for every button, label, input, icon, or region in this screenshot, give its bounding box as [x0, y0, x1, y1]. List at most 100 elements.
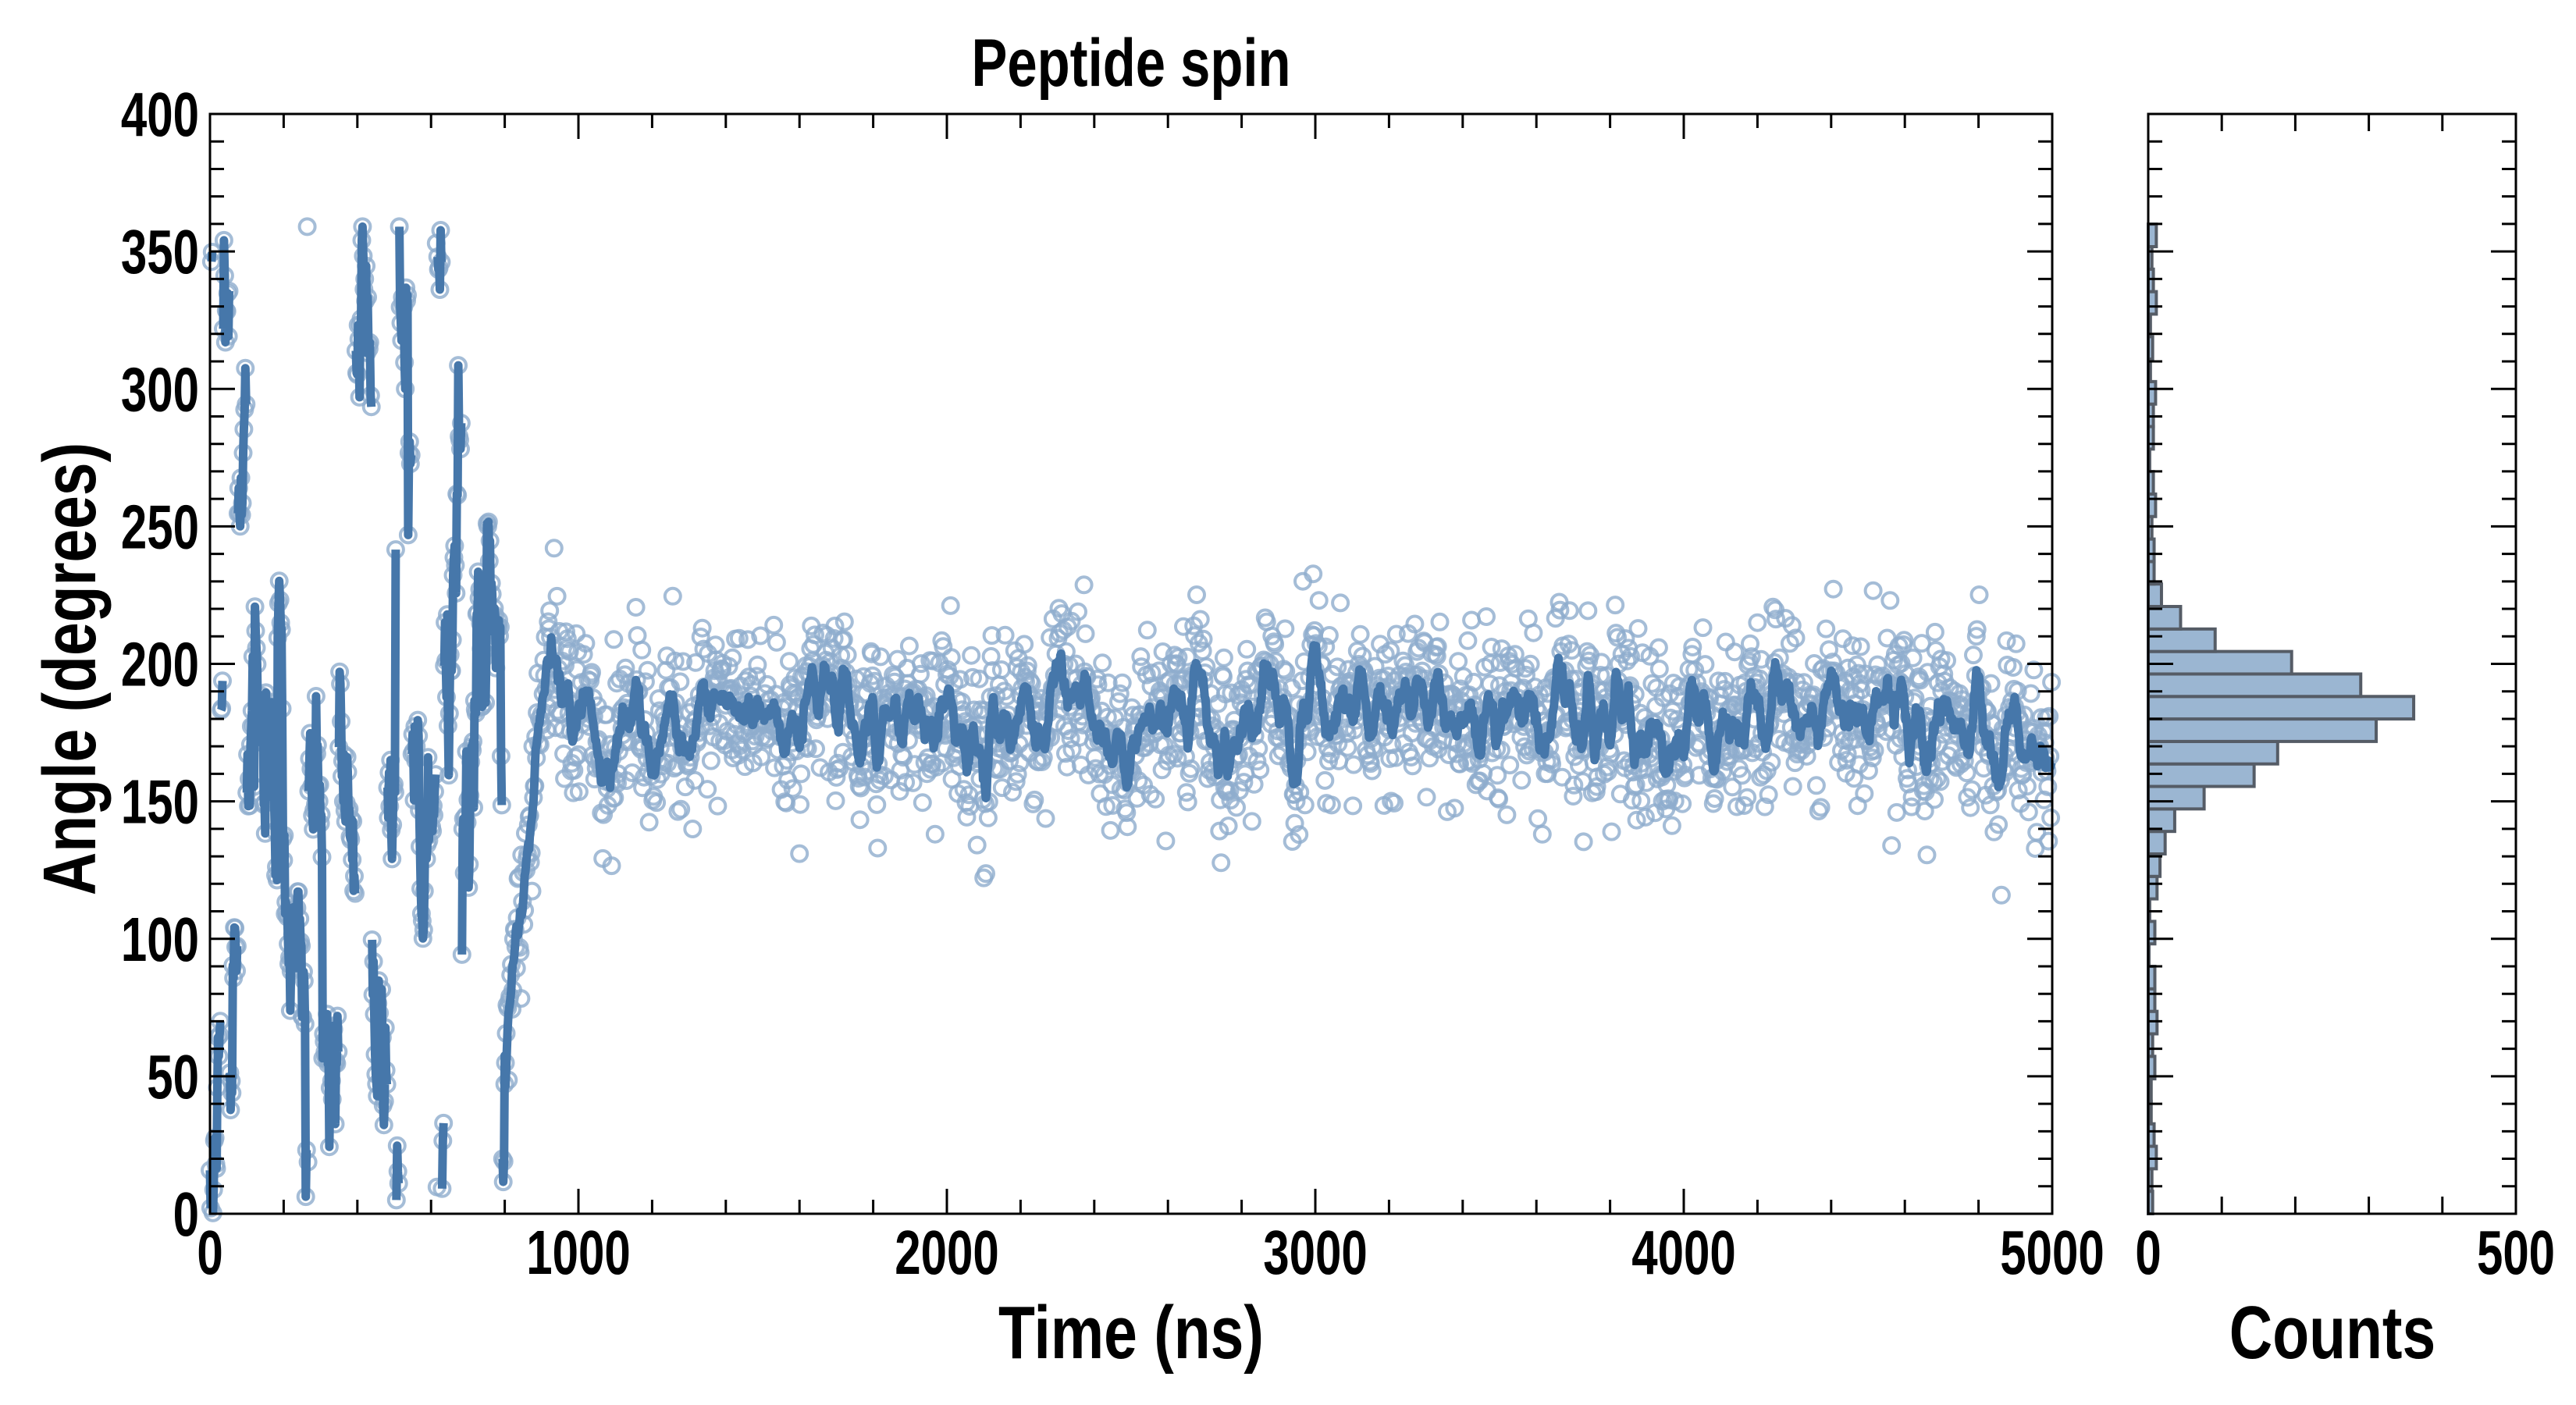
scatter-point [1237, 639, 1257, 659]
x-tick-label: 5000 [2000, 1218, 2104, 1287]
scatter-point [691, 628, 710, 646]
scatter-point [1512, 770, 1532, 790]
scatter-point [977, 864, 995, 884]
scatter-point [1500, 756, 1520, 775]
scatter-point [1574, 832, 1593, 852]
scatter-point [683, 820, 703, 838]
hist-x-axis-label: Counts [2229, 1291, 2435, 1375]
scatter-point [1964, 646, 1983, 665]
scatter-point [1074, 575, 1094, 595]
scatter-point [867, 795, 887, 814]
scatter-point [1276, 619, 1295, 638]
scatter-point [632, 640, 652, 660]
histogram-bar [2147, 1144, 2158, 1171]
x-tick-label: 2000 [895, 1218, 998, 1287]
scatter-point [834, 612, 854, 631]
histogram-bar [2147, 1009, 2159, 1036]
scatter-point [1344, 755, 1364, 774]
scatter-point [925, 824, 945, 844]
scatter-point [1309, 591, 1329, 610]
scatter-point [738, 630, 758, 649]
scatter-point [544, 539, 564, 558]
scatter-point [540, 601, 560, 621]
scatter-point [569, 782, 589, 802]
scatter-point [1242, 812, 1261, 831]
scatter-point [2006, 634, 2026, 653]
scatter-point [970, 669, 989, 688]
scatter-point [1214, 648, 1233, 667]
scatter-point [1961, 798, 1980, 817]
scatter-point [995, 625, 1015, 645]
scatter-point [1015, 635, 1034, 654]
chart-title: Peptide spin [972, 26, 1291, 101]
histogram-bar [2147, 762, 2256, 788]
histogram-bar [2147, 739, 2279, 766]
scatter-point [1076, 624, 1095, 643]
scatter-point [1462, 610, 1482, 630]
scatter-point [567, 624, 586, 643]
scatter-point [954, 780, 973, 799]
scatter-point [1662, 816, 1681, 835]
scatter-point [826, 791, 845, 810]
scatter-point [1882, 836, 1902, 855]
scatter-point [967, 835, 987, 855]
scatter-point [1783, 777, 1802, 796]
scatter-point [1649, 660, 1669, 678]
histogram-bar [2147, 627, 2217, 653]
scatter-point [911, 664, 930, 684]
scatter-point [912, 654, 930, 674]
scatter-point [1036, 809, 1055, 828]
x-tick-label: 0 [197, 1218, 222, 1287]
histogram-bar [2147, 784, 2206, 811]
scatter-point [2039, 831, 2058, 851]
scatter-point [576, 634, 596, 653]
scatter-point [1156, 831, 1176, 851]
x-tick-label: 1000 [526, 1218, 630, 1287]
scatter-point [725, 724, 745, 744]
scatter-point [1315, 770, 1335, 790]
y-tick-label: 150 [121, 767, 199, 836]
scatter-point [806, 625, 824, 645]
histogram-bar [2147, 874, 2159, 901]
scatter-point [729, 628, 749, 648]
histogram-bar [2147, 672, 2363, 699]
scatter-point [1101, 820, 1120, 840]
scatter-point [1725, 642, 1745, 662]
scatter-point [639, 813, 659, 832]
histogram-plot: 0 500 [2135, 112, 2555, 1287]
scatter-point [1693, 618, 1713, 638]
scatter-point [833, 742, 852, 762]
y-tick-label: 100 [121, 904, 199, 973]
scatter-point [868, 838, 888, 858]
scatter-point [1477, 607, 1496, 626]
histogram-bar [2147, 830, 2167, 855]
scatter-point [647, 793, 667, 813]
scatter-point [941, 648, 961, 667]
scatter-point [951, 670, 970, 689]
scatter-point [862, 644, 881, 663]
scatter-point [748, 655, 767, 674]
x-axis-label: Time (ns) [998, 1291, 1264, 1375]
scatter-point [825, 617, 845, 635]
scatter-point [903, 773, 923, 792]
scatter-point [1212, 853, 1231, 873]
scatter-point [1137, 621, 1157, 640]
scatter-point [671, 799, 691, 819]
y-tick-label: 300 [121, 354, 199, 424]
scatter-point [723, 648, 742, 667]
scatter-point [790, 844, 809, 863]
scatter-point [708, 796, 728, 816]
scatter-point [896, 773, 916, 792]
scatter-point [557, 622, 575, 642]
scatter-point [1560, 601, 1579, 621]
scatter-point [1343, 796, 1363, 816]
scatter-point [602, 856, 621, 876]
scatter-point [1602, 822, 1621, 841]
scatter-point [685, 770, 705, 790]
scatter-point [698, 780, 717, 799]
scatter-point [719, 656, 738, 676]
scatter-point [1806, 776, 1826, 795]
scatter-point [824, 629, 844, 648]
